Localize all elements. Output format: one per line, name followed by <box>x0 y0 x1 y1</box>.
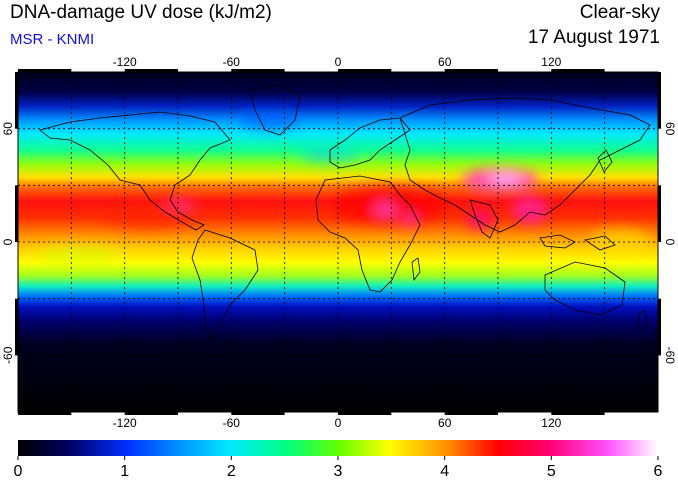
colorbar-label: 5 <box>547 463 556 480</box>
lon-tick-label: 0 <box>335 416 342 430</box>
lat-tick-label: 0 <box>1 238 15 245</box>
lat-tick-label: 60 <box>663 122 677 136</box>
colorbar-gradient <box>18 440 658 456</box>
date-label: 17 August 1971 <box>527 27 660 48</box>
colorbar-label: 6 <box>654 463 663 480</box>
longitude-labels-top: -120 -60 0 60 120 <box>113 55 562 69</box>
lat-tick-label: 60 <box>1 122 15 136</box>
colorbar-ticks <box>17 456 659 460</box>
lon-tick-label: 120 <box>541 416 561 430</box>
coastlines <box>18 84 658 393</box>
colorbar: 0 1 2 3 4 5 6 <box>14 440 663 480</box>
lon-tick-label: 120 <box>541 55 561 69</box>
colorbar-label: 2 <box>227 463 236 480</box>
lon-tick-label: -120 <box>113 416 137 430</box>
lon-tick-label: 60 <box>438 416 452 430</box>
colorbar-label: 4 <box>440 463 449 480</box>
lon-tick-label: 0 <box>335 55 342 69</box>
lat-tick-label: -60 <box>1 346 15 364</box>
latitude-labels-left: 60 0 -60 <box>1 122 15 364</box>
sky-condition-label: Clear-sky <box>579 2 660 23</box>
colorbar-label: 1 <box>120 463 129 480</box>
map-frame <box>15 69 661 415</box>
lon-tick-label: -60 <box>223 55 241 69</box>
lon-tick-label: -60 <box>223 416 241 430</box>
longitude-labels-bottom: -120 -60 0 60 120 <box>113 416 562 430</box>
latitude-labels-right: 60 0 -60 <box>663 122 677 364</box>
colorbar-label: 0 <box>14 463 23 480</box>
colorbar-label: 3 <box>334 463 343 480</box>
lat-tick-label: 0 <box>663 239 677 246</box>
lat-tick-label: -60 <box>663 347 677 365</box>
lon-tick-label: -120 <box>113 55 137 69</box>
lon-tick-label: 60 <box>438 55 452 69</box>
graticule <box>18 72 658 412</box>
map-title: DNA-damage UV dose (kJ/m2) <box>10 2 272 23</box>
credit-label: MSR - KNMI <box>10 31 95 48</box>
